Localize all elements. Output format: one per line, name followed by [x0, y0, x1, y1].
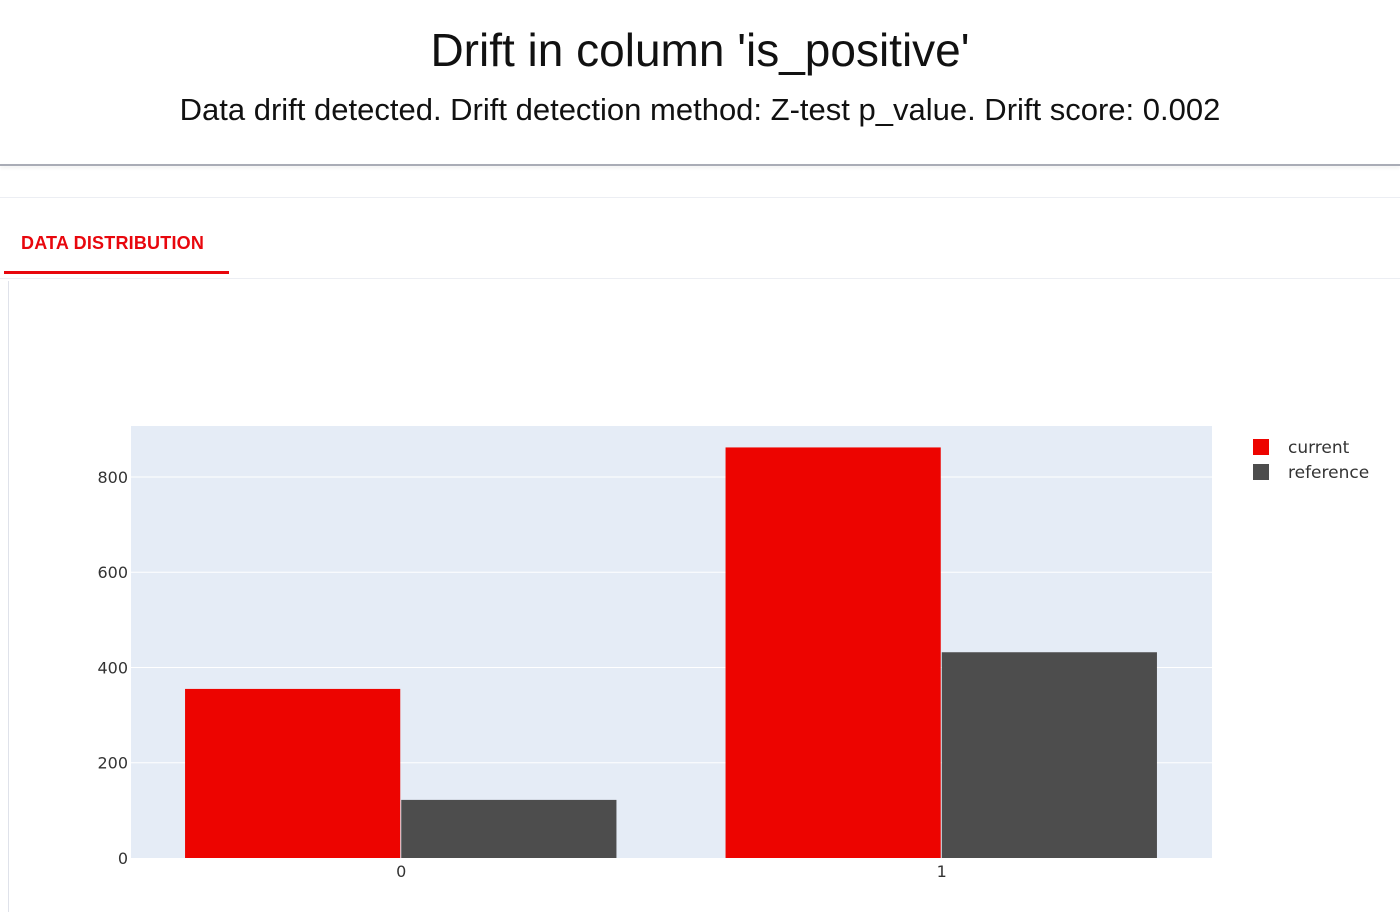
drift-summary: Data drift detected. Drift detection met… [179, 92, 1221, 127]
active-tab-indicator [4, 271, 229, 274]
bar-current-0 [185, 688, 401, 858]
tab-label: DATA DISTRIBUTION [21, 233, 205, 253]
legend-label-reference: reference [1288, 463, 1369, 483]
y-tick-label: 600 [97, 563, 128, 582]
x-tick-label: 0 [396, 862, 406, 881]
tab-bar-divider [0, 278, 1400, 279]
legend-swatch-current [1253, 439, 1269, 455]
section-divider [0, 197, 1400, 198]
bar-current-1 [725, 447, 941, 858]
page-title: Drift in column 'is_positive' [430, 24, 970, 76]
tab-panel-border [8, 281, 9, 912]
legend-swatch-reference [1253, 464, 1269, 480]
tab-data-distribution[interactable]: DATA DISTRIBUTION [4, 210, 229, 274]
y-tick-label: 0 [118, 849, 128, 868]
y-tick-label: 400 [97, 658, 128, 677]
y-tick-label: 800 [97, 468, 128, 487]
legend-label-current: current [1288, 438, 1350, 458]
bar-reference-0 [401, 799, 617, 858]
report-header: Drift in column 'is_positive' Data drift… [0, 0, 1400, 164]
x-tick-label: 1 [937, 862, 947, 881]
header-divider [0, 164, 1400, 166]
y-tick-label: 200 [97, 754, 128, 773]
bar-reference-1 [941, 652, 1157, 858]
